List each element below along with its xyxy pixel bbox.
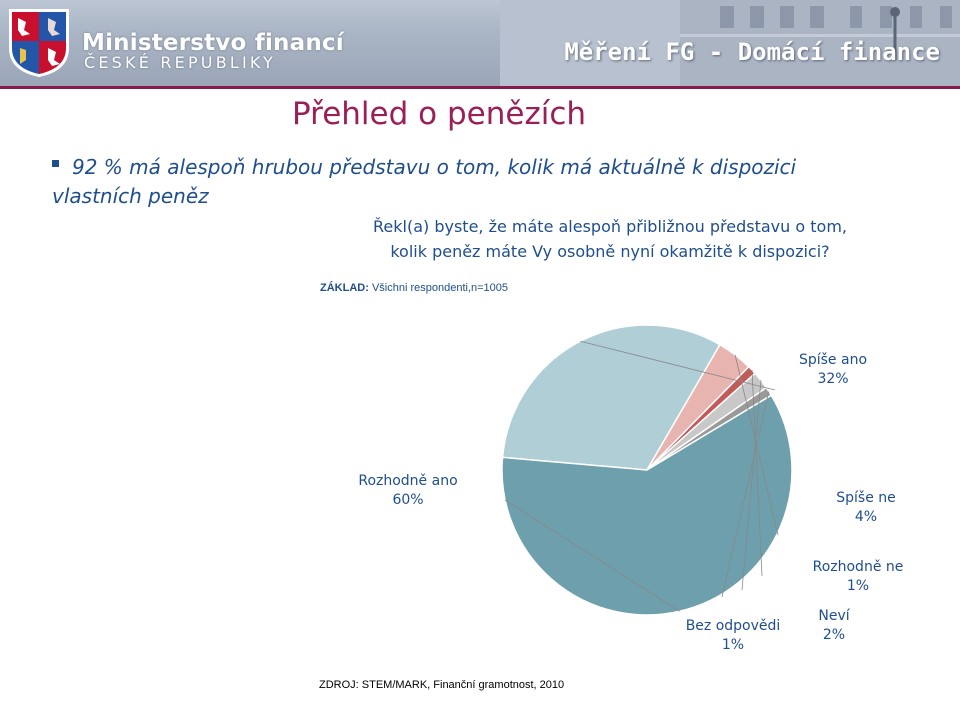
survey-question-line-2: kolik peněz máte Vy osobně nyní okamžitě…	[390, 242, 830, 261]
slice-label-1: Spíše ne 4%	[836, 490, 896, 525]
survey-question: Řekl(a) byste, že máte alespoň přibližno…	[300, 214, 920, 264]
slice-label-0: Spíše ano 32%	[799, 352, 867, 387]
header-banner: Ministerstvo financí ČESKÉ REPUBLIKY Měř…	[0, 0, 960, 86]
source-note: ZDROJ: STEM/MARK, Finanční gramotnost, 2…	[319, 679, 565, 691]
leader-line-4	[721, 391, 770, 598]
leader-line-3	[741, 380, 762, 591]
slice-label-3: Neví 2%	[818, 608, 850, 643]
leader-line-5	[504, 499, 680, 612]
slice-label-4: Bez odpovědi 1%	[686, 618, 781, 653]
ministry-subtitle: ČESKÉ REPUBLIKY	[84, 53, 277, 72]
pie-slices	[501, 324, 793, 616]
label-leader-lines	[504, 340, 779, 612]
bullet-text: 92 % má alespoň hrubou představu o tom, …	[52, 155, 797, 208]
base-note-label: ZÁKLAD:	[320, 282, 369, 294]
base-note: ZÁKLAD: Všichni respondenti,n=1005	[320, 282, 508, 294]
slice-label-2: Rozhodně ne 1%	[813, 559, 904, 594]
ministry-name: Ministerstvo financí	[82, 30, 344, 56]
header-title: Měření FG - Domácí finance	[564, 38, 940, 66]
page-title: Přehled o penězích	[292, 96, 587, 132]
czech-coat-of-arms-logo	[9, 9, 69, 78]
pie-labels: Spíše ano 32% Spíše ne 4% Rozhodně ne 1% Neví 2…	[358, 352, 903, 653]
slice-label-5: Rozhodně ano 60%	[358, 473, 457, 508]
leader-line-2	[751, 369, 763, 577]
survey-question-line-1: Řekl(a) byste, že máte alespoň přibližno…	[373, 217, 847, 236]
bullet-square-icon	[52, 160, 59, 167]
base-note-text: Všichni respondenti,n=1005	[371, 282, 509, 294]
leader-line-0	[580, 340, 776, 391]
header-divider	[0, 86, 960, 89]
building-photo	[500, 0, 960, 86]
